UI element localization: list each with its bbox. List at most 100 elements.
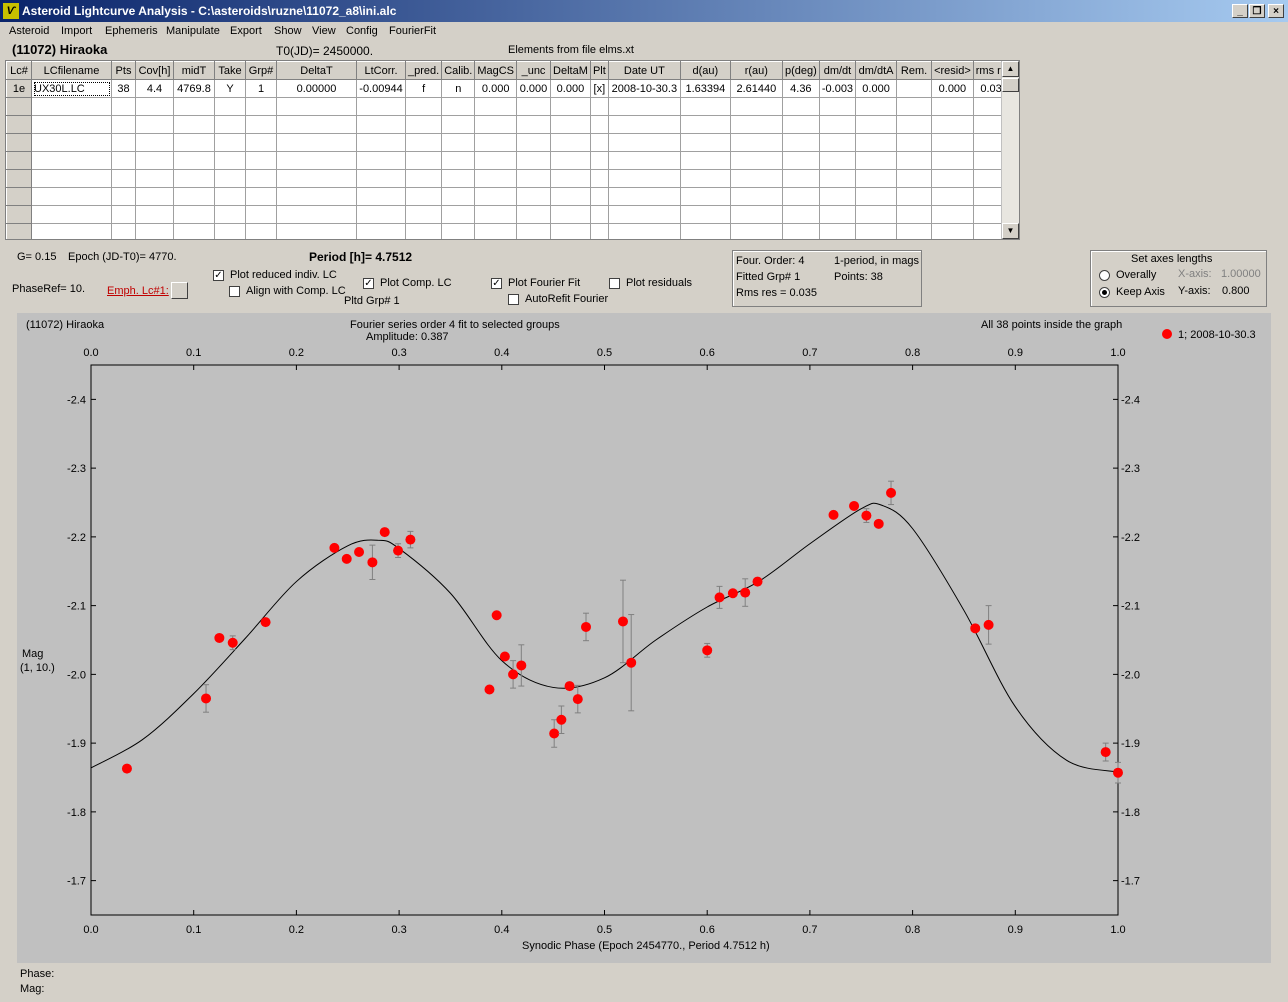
- table-row[interactable]: [6, 223, 1016, 239]
- table-cell[interactable]: [818, 133, 857, 152]
- table-cell[interactable]: [404, 169, 443, 188]
- table-cell[interactable]: [931, 205, 974, 224]
- table-cell[interactable]: [818, 97, 857, 116]
- scroll-thumb[interactable]: [1002, 78, 1019, 92]
- row-header-cell[interactable]: [6, 115, 32, 134]
- table-cell[interactable]: [729, 133, 783, 152]
- table-cell[interactable]: [214, 151, 246, 170]
- table-cell[interactable]: [550, 151, 591, 170]
- table-cell[interactable]: [818, 115, 857, 134]
- table-cell[interactable]: [516, 205, 552, 224]
- table-cell[interactable]: [550, 187, 591, 206]
- table-cell[interactable]: [589, 151, 609, 170]
- row-header-cell[interactable]: [6, 187, 32, 206]
- table-cell[interactable]: [589, 133, 609, 152]
- table-cell[interactable]: [276, 151, 357, 170]
- table-cell[interactable]: [781, 133, 820, 152]
- table-cell[interactable]: [173, 115, 215, 134]
- table-cell[interactable]: [855, 97, 898, 116]
- table-cell[interactable]: [441, 133, 476, 152]
- table-cell[interactable]: [276, 223, 357, 239]
- table-cell[interactable]: [679, 133, 731, 152]
- table-cell[interactable]: [679, 97, 731, 116]
- column-header[interactable]: dm/dtA: [855, 61, 898, 80]
- table-cell[interactable]: [607, 223, 681, 239]
- table-cell[interactable]: [31, 169, 112, 188]
- column-header[interactable]: Date UT: [607, 61, 681, 80]
- table-cell[interactable]: [276, 97, 357, 116]
- table-cell[interactable]: [214, 169, 246, 188]
- table-cell[interactable]: [855, 169, 898, 188]
- table-cell[interactable]: [896, 151, 933, 170]
- table-cell[interactable]: n: [441, 79, 476, 98]
- table-cell[interactable]: [855, 115, 898, 134]
- table-cell[interactable]: [729, 187, 783, 206]
- table-cell[interactable]: [245, 205, 277, 224]
- table-cell[interactable]: [111, 151, 136, 170]
- overally-radio[interactable]: [1099, 270, 1110, 281]
- table-cell[interactable]: [441, 223, 476, 239]
- table-cell[interactable]: [679, 205, 731, 224]
- table-cell[interactable]: [404, 151, 443, 170]
- table-cell[interactable]: [356, 115, 406, 134]
- table-cell[interactable]: [474, 133, 518, 152]
- menu-export[interactable]: Export: [230, 25, 262, 37]
- table-cell[interactable]: [607, 97, 681, 116]
- table-cell[interactable]: [441, 115, 476, 134]
- table-cell[interactable]: [245, 169, 277, 188]
- table-cell[interactable]: [474, 169, 518, 188]
- table-cell[interactable]: [173, 97, 215, 116]
- table-cell[interactable]: [896, 205, 933, 224]
- plot-fourier-checkbox[interactable]: ✓: [491, 278, 502, 289]
- table-cell[interactable]: [781, 151, 820, 170]
- table-cell[interactable]: [31, 187, 112, 206]
- table-cell[interactable]: [441, 205, 476, 224]
- table-cell[interactable]: 4.36: [781, 79, 820, 98]
- table-cell[interactable]: [607, 133, 681, 152]
- table-cell[interactable]: [931, 115, 974, 134]
- table-cell[interactable]: [896, 79, 933, 98]
- table-cell[interactable]: [214, 187, 246, 206]
- table-cell[interactable]: [404, 97, 443, 116]
- table-cell[interactable]: [31, 133, 112, 152]
- table-cell[interactable]: [931, 187, 974, 206]
- table-cell[interactable]: [111, 115, 136, 134]
- column-header[interactable]: <resid>: [931, 61, 974, 80]
- table-cell[interactable]: [404, 205, 443, 224]
- column-header[interactable]: d(au): [679, 61, 731, 80]
- table-cell[interactable]: 4769.8: [173, 79, 215, 98]
- table-cell[interactable]: [607, 151, 681, 170]
- column-header[interactable]: Lc#: [6, 61, 32, 80]
- table-cell[interactable]: [931, 169, 974, 188]
- table-cell[interactable]: [550, 169, 591, 188]
- table-row[interactable]: [6, 205, 1016, 224]
- column-header[interactable]: DeltaM: [550, 61, 591, 80]
- table-cell[interactable]: [276, 187, 357, 206]
- table-cell[interactable]: [245, 151, 277, 170]
- table-cell[interactable]: [729, 223, 783, 239]
- table-cell[interactable]: [404, 223, 443, 239]
- table-cell[interactable]: [896, 97, 933, 116]
- table-cell[interactable]: [214, 97, 246, 116]
- table-cell[interactable]: [356, 169, 406, 188]
- table-cell[interactable]: [729, 169, 783, 188]
- table-cell[interactable]: 2.61440: [729, 79, 783, 98]
- table-cell[interactable]: [31, 97, 112, 116]
- row-header-cell[interactable]: [6, 169, 32, 188]
- table-cell[interactable]: [818, 151, 857, 170]
- column-header[interactable]: _pred.: [404, 61, 443, 80]
- menu-fourierfit[interactable]: FourierFit: [389, 25, 437, 37]
- table-cell[interactable]: [729, 97, 783, 116]
- table-cell[interactable]: [589, 97, 609, 116]
- column-header[interactable]: MagCS: [474, 61, 518, 80]
- table-cell[interactable]: 0.000: [855, 79, 898, 98]
- table-cell[interactable]: [781, 187, 820, 206]
- table-cell[interactable]: [173, 169, 215, 188]
- column-header[interactable]: Cov[h]: [135, 61, 174, 80]
- table-cell[interactable]: [111, 97, 136, 116]
- row-header-cell[interactable]: [6, 97, 32, 116]
- table-cell[interactable]: [516, 133, 552, 152]
- table-cell[interactable]: [214, 133, 246, 152]
- column-header[interactable]: DeltaT: [276, 61, 357, 80]
- table-cell[interactable]: [855, 133, 898, 152]
